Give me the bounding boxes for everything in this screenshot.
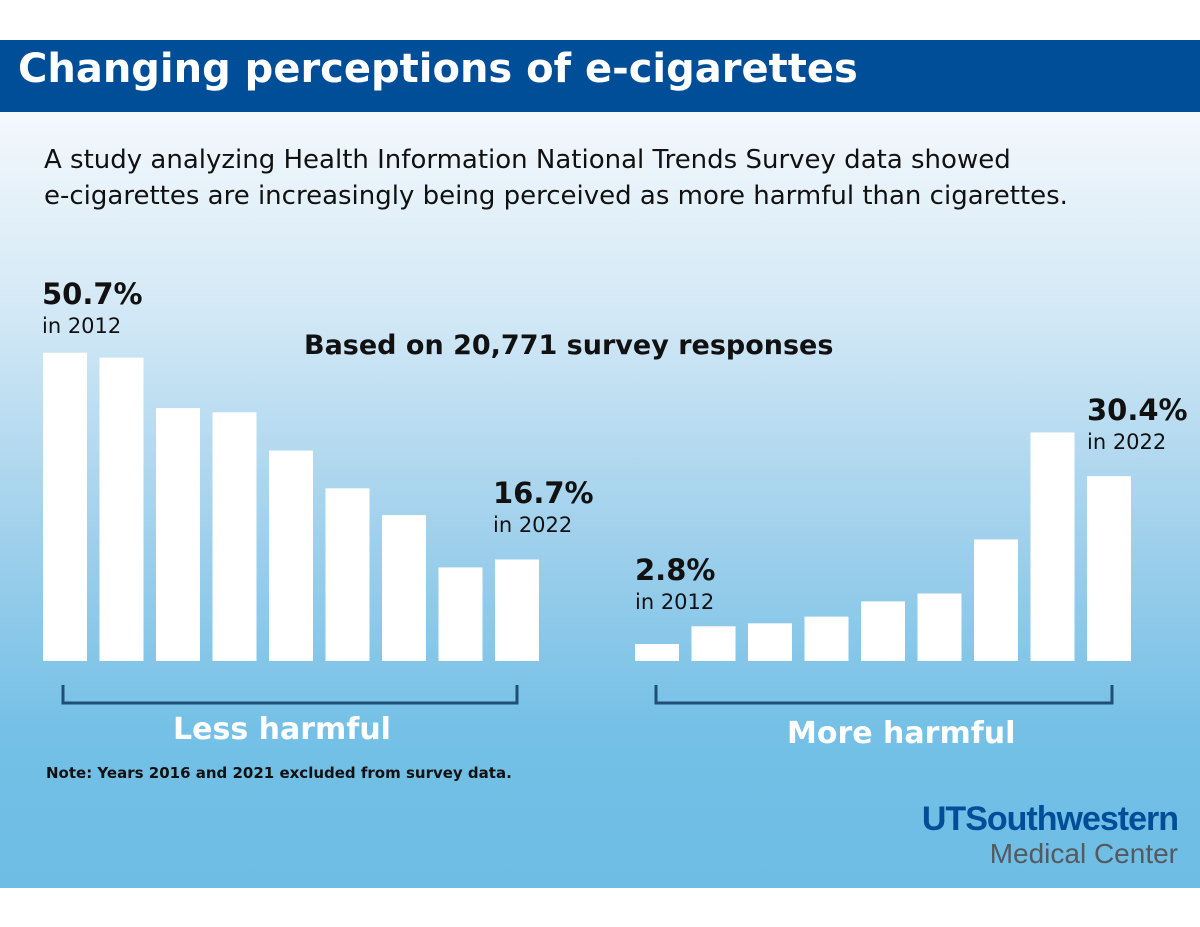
less-harmful-last-year: in 2022 xyxy=(493,513,573,537)
less-harmful-first-year: in 2012 xyxy=(42,314,122,338)
more-harmful-bar-3 xyxy=(748,623,792,661)
less-harmful-bar-4 xyxy=(212,412,257,661)
more-harmful-bar-2 xyxy=(691,626,736,661)
title-bar: Changing perceptions of e-cigarettes xyxy=(0,40,1200,112)
more-harmful-label: More harmful xyxy=(787,716,1016,751)
less-harmful-bar-5 xyxy=(269,450,313,661)
more-harmful-bracket xyxy=(654,685,1114,705)
more-harmful-first-year: in 2012 xyxy=(635,590,715,614)
less-harmful-bar-1 xyxy=(43,352,87,661)
more-harmful-bars xyxy=(635,432,1131,661)
intro-text: A study analyzing Health Information Nat… xyxy=(44,142,1174,214)
less-harmful-bar-7 xyxy=(382,515,426,661)
more-harmful-bar-5 xyxy=(861,601,905,661)
logo-line-1: UTSouthwestern xyxy=(921,800,1179,838)
footnote: Note: Years 2016 and 2021 excluded from … xyxy=(46,764,512,782)
less-harmful-bracket xyxy=(61,685,519,705)
less-harmful-last-callout: 16.7% in 2022 xyxy=(493,476,594,540)
less-harmful-bar-8 xyxy=(438,567,483,661)
more-harmful-bar-7 xyxy=(974,539,1018,661)
logo-line-2: Medical Center xyxy=(989,838,1178,869)
intro-line-2: e-cigarettes are increasingly being perc… xyxy=(44,181,1068,211)
more-harmful-first-callout: 2.8% in 2012 xyxy=(635,553,715,617)
more-harmful-bar-9 xyxy=(1087,476,1131,661)
intro-line-1: A study analyzing Health Information Nat… xyxy=(44,145,1011,175)
less-harmful-bar-9 xyxy=(495,559,539,661)
less-harmful-last-value: 16.7% xyxy=(493,476,594,510)
more-harmful-last-callout: 30.4% in 2022 xyxy=(1087,393,1188,457)
more-harmful-bar-4 xyxy=(804,616,849,661)
more-harmful-bar-8 xyxy=(1030,432,1075,661)
more-harmful-bar-1 xyxy=(635,644,679,661)
sample-size-note: Based on 20,771 survey responses xyxy=(304,330,834,361)
ut-southwestern-logo: UTSouthwestern Medical Center xyxy=(921,800,1179,870)
less-harmful-first-callout: 50.7% in 2012 xyxy=(42,277,143,341)
less-harmful-first-value: 50.7% xyxy=(42,277,143,311)
less-harmful-bar-3 xyxy=(156,408,200,661)
less-harmful-bar-6 xyxy=(325,488,370,661)
more-harmful-bar-6 xyxy=(917,593,962,661)
less-harmful-label: Less harmful xyxy=(173,712,391,747)
more-harmful-last-year: in 2022 xyxy=(1087,430,1167,454)
page-title: Changing perceptions of e-cigarettes xyxy=(18,46,858,92)
less-harmful-bar-2 xyxy=(99,357,144,661)
more-harmful-last-value: 30.4% xyxy=(1087,393,1188,427)
more-harmful-first-value: 2.8% xyxy=(635,553,716,587)
less-harmful-bars xyxy=(43,352,539,661)
